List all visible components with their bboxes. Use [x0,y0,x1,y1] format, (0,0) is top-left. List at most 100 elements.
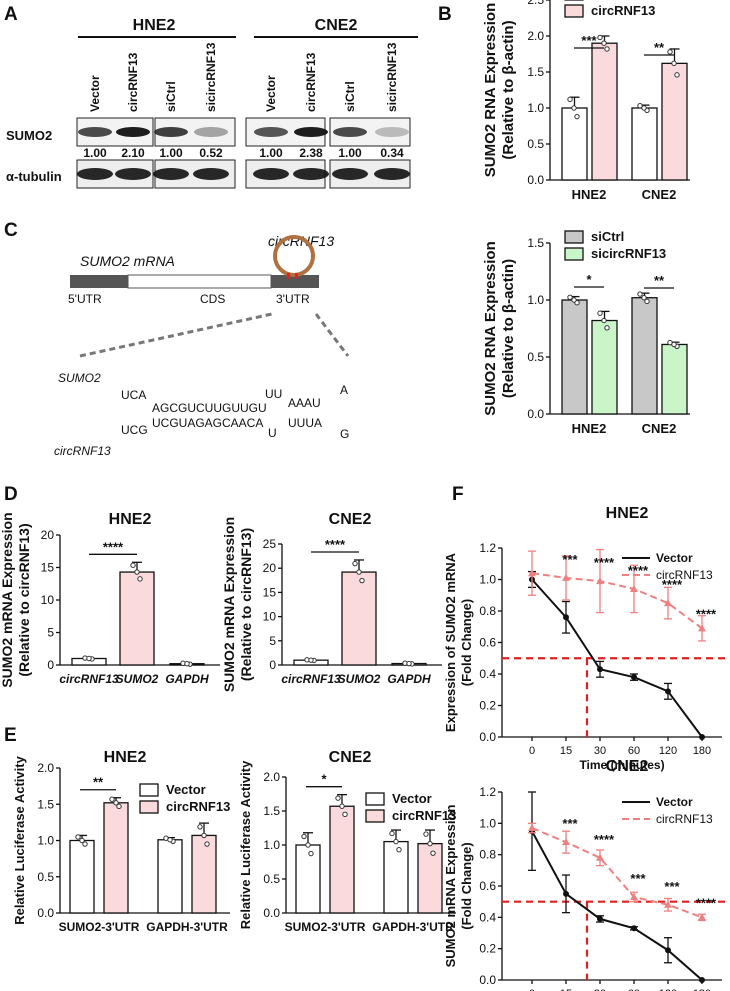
data-point [671,60,677,67]
legend-label: Vector [591,0,631,1]
legend-swatch [564,4,584,18]
bar-sictrl [631,297,658,415]
chart-title: HNE2 [109,511,152,528]
data-point [671,341,677,348]
x-tick-label: 60 [628,745,640,757]
legend-label: circRNF13 [591,3,655,18]
chart-title: CNE2 [329,511,372,528]
data-point [305,842,311,848]
seq-top-main: AGCGUCUUGUUGU [152,401,267,415]
significance-stars: *** [630,871,646,886]
y-tick-label: 1.2 [479,785,496,799]
bar-vector [69,839,95,914]
x-category-label: circRNF13 [59,672,119,686]
bar-circrnf13 [417,842,443,914]
data-point-vector [699,734,705,740]
y-axis-label-sub: (Relative to β-actin) [500,259,517,398]
y-tick-label: 1.0 [479,816,496,830]
data-point [359,577,365,584]
seq-top-uca: UCA [121,388,146,402]
panel-label-d: D [4,484,18,505]
y-tick-label: 1.5 [263,804,280,818]
panel-label-f: F [452,484,464,505]
data-point [86,655,92,662]
y-tick-label: 0 [47,658,54,672]
y-tick-label: 15 [41,561,55,575]
blot-band-sumo2 [154,127,188,137]
data-point [167,837,173,843]
chart-title: HNE2 [606,505,649,522]
data-point [667,49,673,55]
zoom-line-right [314,313,350,357]
data-point [308,657,314,663]
y-tick-label: 2.0 [263,770,280,784]
data-point [134,569,140,575]
blot-row-tubulin: α-tubulin [6,169,62,184]
panel-label-a: A [4,4,18,25]
seq-label-circrnf13: circRNF13 [54,444,111,458]
x-category-label: CNE2 [642,187,677,202]
y-tick-label: 0.0 [263,906,280,920]
significance-stars: *** [562,816,578,831]
y-tick-label: 20 [263,561,277,575]
data-point [393,838,399,845]
legend-label: Vector [656,795,693,809]
data-point-vector [699,977,705,983]
y-tick-label: 5 [47,626,54,640]
cds-block [127,274,272,289]
x-category-label: GAPDH [387,672,431,686]
data-point [137,576,143,582]
y-tick-label: 15 [263,585,277,599]
data-point [567,294,573,300]
y-axis-label-sub: (Fold Change) [459,599,474,686]
blot-band-sumo2 [78,127,112,137]
western-blot: HNE2 CNE2 SUMO2 α-tubulin Vector 1.00 circ… [6,17,418,189]
seq-bottom-main: UCGUAGAGCAACA [152,416,263,430]
blot-lane-label: circRNF13 [126,52,140,112]
region-3utr: 3'UTR [276,292,310,306]
y-tick-label: 0.2 [479,942,496,956]
blot-quant-value: 2.10 [121,146,145,160]
bar-circrnf13 [191,834,217,914]
y-axis-label-group: SUMO2 RNA Expression (Relative to β-actin… [482,241,517,416]
legend-label: circRNF13 [392,808,456,823]
y-tick-label: 0.2 [479,699,496,713]
data-point-vector [665,947,671,954]
y-axis-label: SUMO2 RNA Expression [482,241,499,416]
y-tick-label: 1.0 [527,101,544,115]
y-tick-label: 0.0 [527,173,544,187]
x-category-label: GAPDH [165,672,209,686]
data-point [574,113,580,120]
data-point [644,298,650,305]
blot-band-tubulin [193,168,229,180]
data-point-vector [597,915,603,922]
blot-band-sumo2 [294,127,328,137]
y-axis-label: SUMO2 RNA Expression [482,3,499,178]
y-axis-label-sub: (Relative to circRNF13) [16,523,32,676]
significance-stars: **** [662,577,683,592]
y-tick-label: 0.0 [479,730,496,744]
region-cds: CDS [200,292,225,306]
significance-stars: ** [93,775,104,790]
y-tick-label: 0.6 [479,636,496,650]
y-tick-label: 10 [263,610,277,624]
y-tick-label: 1.2 [479,541,496,555]
y-tick-label: 1.0 [527,293,544,307]
blot-quant-value: 1.00 [83,146,107,160]
data-point-circrnf13 [528,824,536,832]
blot-band-tubulin [332,168,368,180]
y-axis-label: SUMO2 mRNA Expression [443,805,458,968]
blot-row-sumo2: SUMO2 [6,128,52,143]
bar-sumo2 [341,571,377,666]
legend-swatch [139,800,159,814]
data-point-circrnf13 [664,599,672,607]
x-category-label: SUMO2-3'UTR [285,920,366,934]
x-tick-label: 15 [560,988,572,991]
significance-stars: **** [594,555,615,570]
y-tick-label: 0.5 [263,872,280,886]
data-point [597,310,603,316]
data-point-vector [597,666,603,673]
chart-title: HNE2 [104,749,147,766]
data-point [356,569,362,575]
data-point [567,96,573,103]
